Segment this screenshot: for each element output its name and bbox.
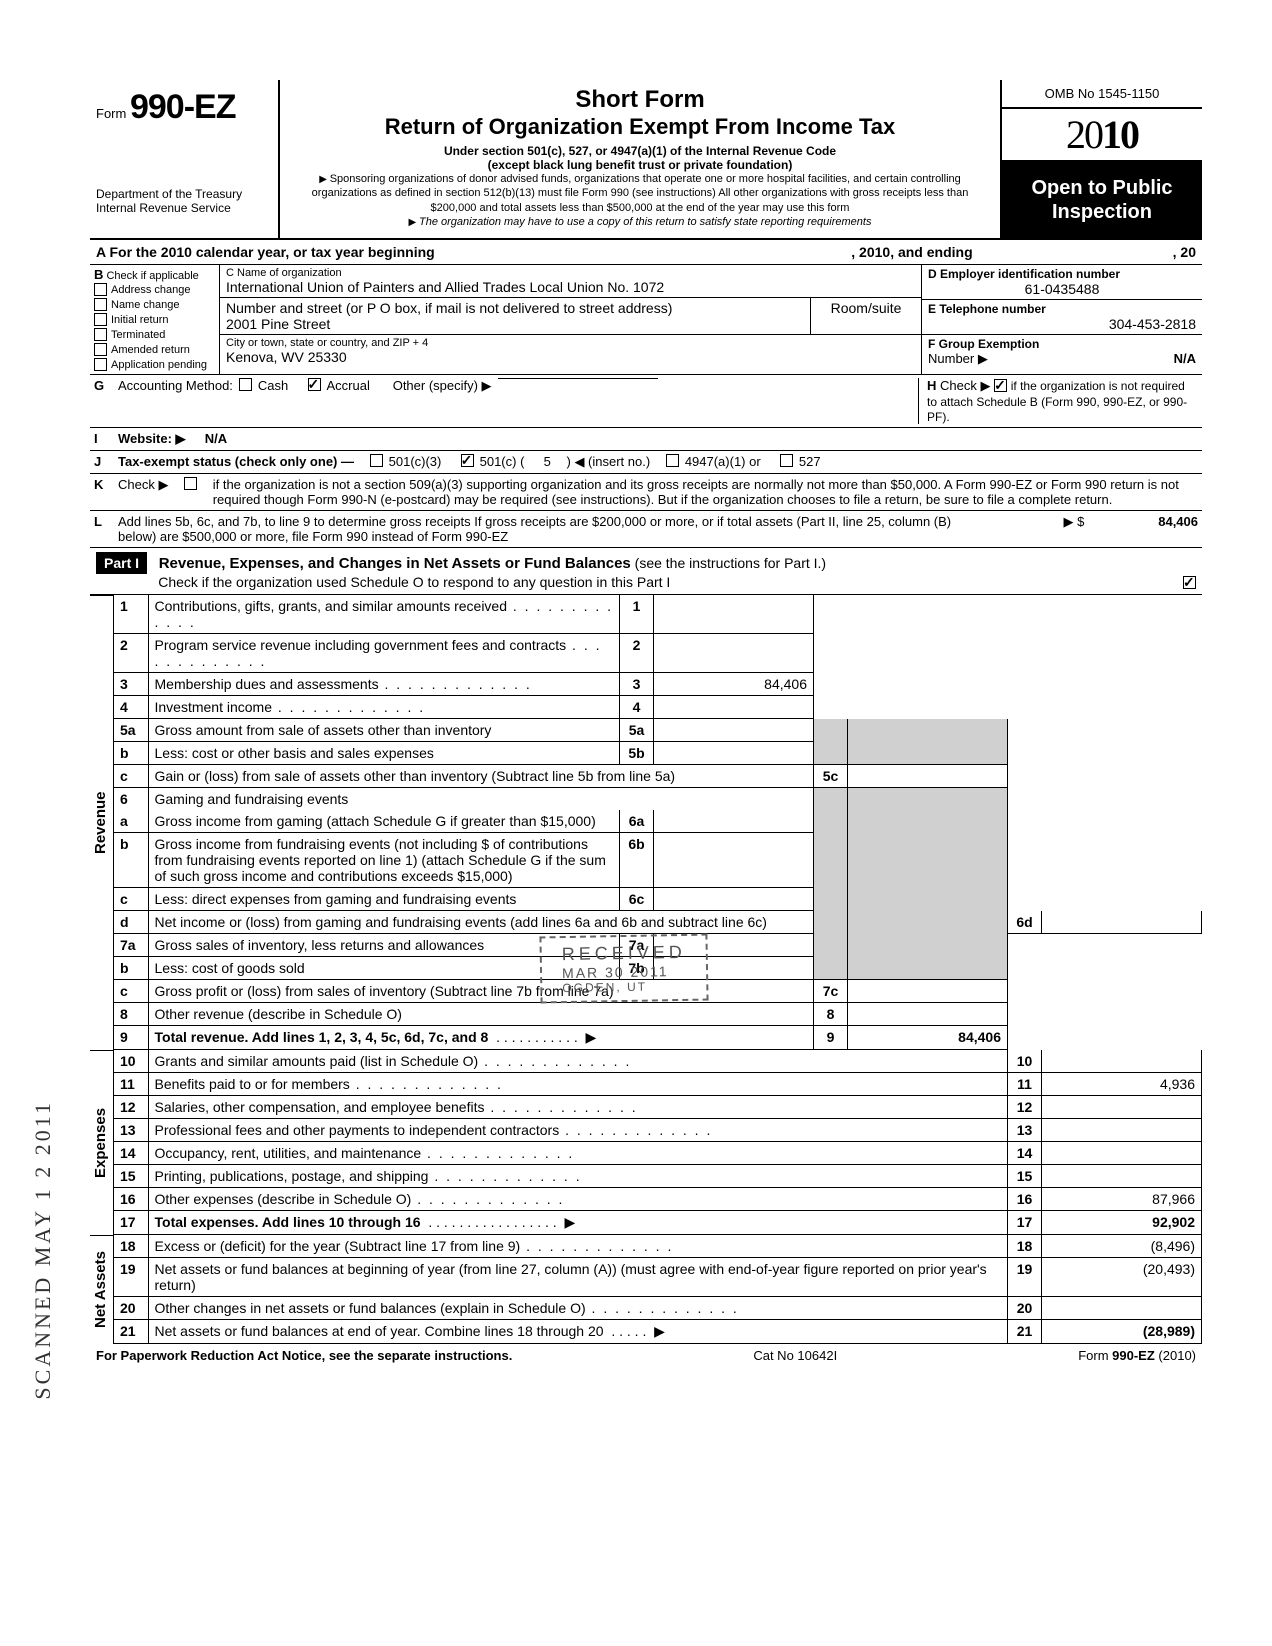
row-k-check: K Check ▶ if the organization is not a s… xyxy=(90,474,1202,511)
group-exemption-value: N/A xyxy=(1174,351,1196,367)
gross-receipts-value: 84,406 xyxy=(1088,514,1198,529)
row-g-accounting: G Accounting Method: Cash Accrual Other … xyxy=(90,375,1202,428)
side-net-assets: Net Assets xyxy=(90,1235,114,1344)
row-j-tax-status: J Tax-exempt status (check only one) — 5… xyxy=(90,451,1202,474)
label-number: Number ▶ xyxy=(928,351,988,367)
expenses-table: 10Grants and similar amounts paid (list … xyxy=(114,1050,1202,1235)
side-expenses: Expenses xyxy=(90,1050,114,1235)
scanned-stamp: SCANNED MAY 1 2 2011 xyxy=(30,1100,56,1400)
footer: For Paperwork Reduction Act Notice, see … xyxy=(90,1344,1202,1367)
row-i-website: I Website: ▶ N/A xyxy=(90,428,1202,451)
chk-501c3[interactable] xyxy=(370,454,383,467)
row-a-tax-year: A For the 2010 calendar year, or tax yea… xyxy=(90,240,1202,265)
website-value: N/A xyxy=(205,431,227,446)
org-name: International Union of Painters and Alli… xyxy=(226,279,915,295)
cat-number: Cat No 10642I xyxy=(753,1348,837,1363)
form-number: Form 990-EZ xyxy=(96,88,272,127)
paperwork-notice: For Paperwork Reduction Act Notice, see … xyxy=(96,1348,512,1363)
label-phone: E Telephone number xyxy=(928,302,1196,316)
subtitle-except: (except black lung benefit trust or priv… xyxy=(290,158,990,172)
label-city: City or town, state or country, and ZIP … xyxy=(226,337,915,349)
chk-name-change[interactable]: Name change xyxy=(94,297,215,312)
label-room: Room/suite xyxy=(817,300,915,316)
label-street: Number and street (or P O box, if mail i… xyxy=(226,300,804,316)
form-header: Form 990-EZ Department of the TreasuryIn… xyxy=(90,80,1202,240)
chk-schedule-o[interactable] xyxy=(1183,576,1196,589)
chk-terminated[interactable]: Terminated xyxy=(94,327,215,342)
dept-treasury: Department of the TreasuryInternal Reven… xyxy=(96,187,272,216)
open-to-public: Open to PublicInspection xyxy=(1002,162,1202,238)
chk-k[interactable] xyxy=(184,477,197,490)
label-group-exemption: F Group Exemption xyxy=(928,337,1196,351)
chk-initial-return[interactable]: Initial return xyxy=(94,312,215,327)
side-revenue: Revenue xyxy=(90,595,114,1050)
chk-527[interactable] xyxy=(780,454,793,467)
title-return: Return of Organization Exempt From Incom… xyxy=(290,114,990,140)
label-org-name: C Name of organization xyxy=(226,267,915,279)
ein-value: 61-0435488 xyxy=(928,281,1196,297)
part-1-header: Part I Revenue, Expenses, and Changes in… xyxy=(90,548,1202,595)
chk-accrual[interactable] xyxy=(308,378,321,391)
title-short-form: Short Form xyxy=(290,86,990,114)
chk-501c[interactable] xyxy=(461,454,474,467)
city-state-zip: Kenova, WV 25330 xyxy=(226,349,915,365)
phone-value: 304-453-2818 xyxy=(928,316,1196,332)
omb-number: OMB No 1545-1150 xyxy=(1002,80,1202,109)
chk-amended[interactable]: Amended return xyxy=(94,342,215,357)
chk-cash[interactable] xyxy=(239,378,252,391)
chk-h-schedule-b[interactable] xyxy=(994,379,1007,392)
chk-4947a1[interactable] xyxy=(666,454,679,467)
row-l-gross-receipts: L Add lines 5b, 6c, and 7b, to line 9 to… xyxy=(90,511,1202,548)
chk-application-pending[interactable]: Application pending xyxy=(94,357,215,372)
tax-year: 2010 xyxy=(1002,109,1202,162)
subtitle-sponsoring: Sponsoring organizations of donor advise… xyxy=(290,172,990,215)
form-footer: Form 990-EZ (2010) xyxy=(1078,1348,1196,1363)
subtitle-copy: The organization may have to use a copy … xyxy=(290,215,990,229)
label-ein: D Employer identification number xyxy=(928,267,1196,281)
chk-address-change[interactable]: Address change xyxy=(94,282,215,297)
street-address: 2001 Pine Street xyxy=(226,316,804,332)
revenue-table: 1Contributions, gifts, grants, and simil… xyxy=(114,595,1202,1050)
subtitle-section: Under section 501(c), 527, or 4947(a)(1)… xyxy=(290,144,990,158)
net-assets-table: 18Excess or (deficit) for the year (Subt… xyxy=(114,1235,1202,1344)
header-grid: B Check if applicable Address change Nam… xyxy=(90,265,1202,375)
